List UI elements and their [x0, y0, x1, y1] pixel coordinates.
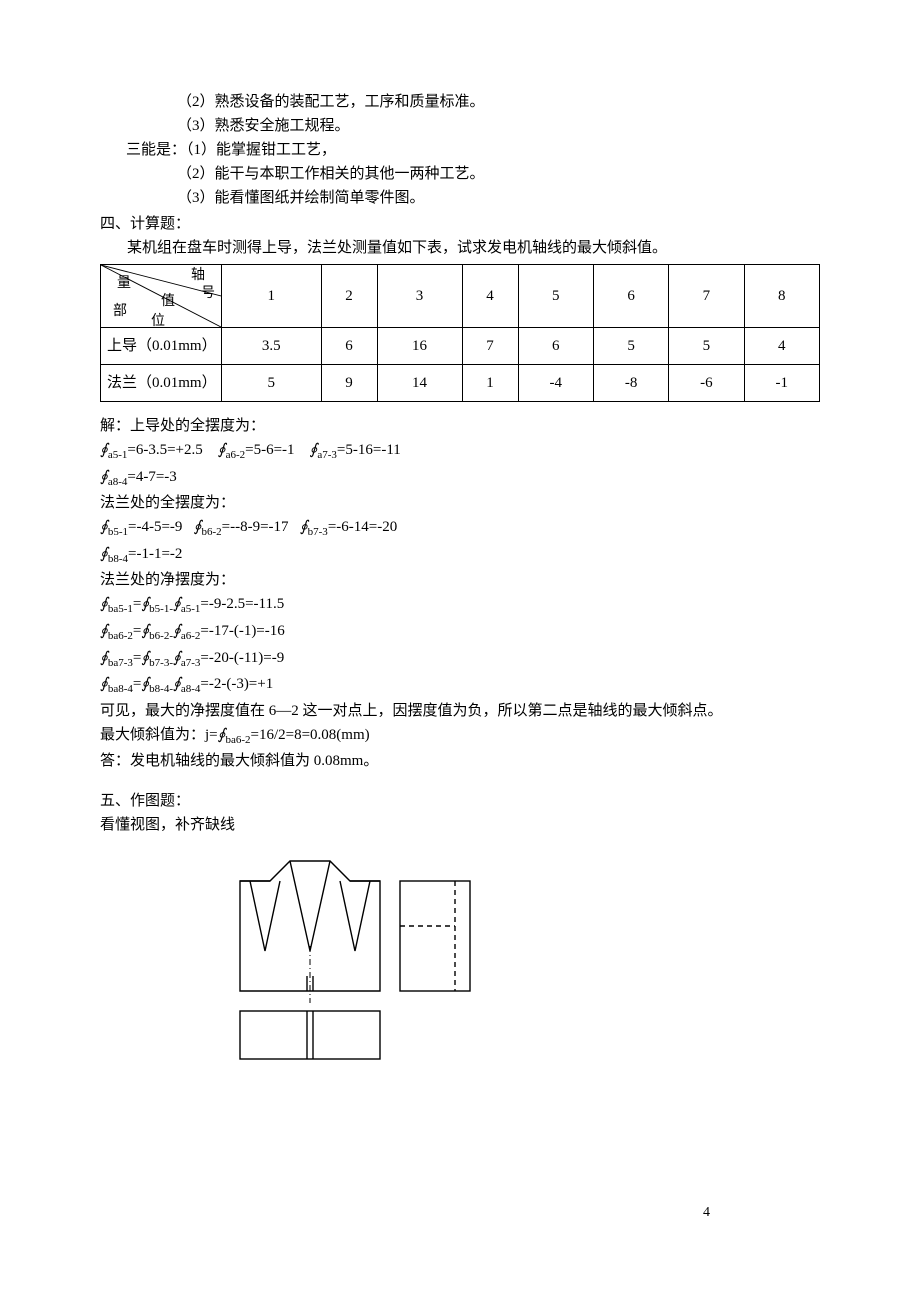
col-header: 1 [222, 265, 322, 328]
sol-line: 最大倾斜值为：j=∮ba6-2=16/2=8=0.08(mm) [100, 723, 820, 750]
sol-line: 法兰处的全摆度为： [100, 491, 820, 515]
row-label-upper-guide: 上导（0.01mm） [101, 328, 222, 365]
cell: 5 [669, 328, 744, 365]
top-view [240, 1011, 380, 1059]
cell: 9 [321, 365, 377, 402]
sol-line: ∮ba6-2=∮b6-2-∮a6-2=-17-(-1)=-16 [100, 619, 820, 646]
table-header-row: 轴 量 号 值 部 位 1 2 3 4 5 6 7 8 [101, 265, 820, 328]
sol-line: ∮b5-1=-4-5=-9 ∮b6-2=--8-9=-17 ∮b7-3=-6-1… [100, 515, 820, 542]
col-header: 7 [669, 265, 744, 328]
cell: 5 [593, 328, 668, 365]
diag-zhi-label: 值 [161, 293, 175, 309]
col-header: 3 [377, 265, 462, 328]
col-header: 2 [321, 265, 377, 328]
section-4-problem: 某机组在盘车时测得上导，法兰处测量值如下表，试求发电机轴线的最大倾斜值。 [100, 236, 820, 260]
page-number: 4 [703, 1202, 710, 1224]
cell: 4 [744, 328, 819, 365]
intro-line-san-neng: 三能是：（1）能掌握钳工工艺， [100, 138, 820, 162]
sol-line: ∮a8-4=4-7=-3 [100, 465, 820, 492]
sol-line: ∮ba5-1=∮b5-1-∮a5-1=-9-2.5=-11.5 [100, 592, 820, 619]
measurement-table: 轴 量 号 值 部 位 1 2 3 4 5 6 7 8 上导（0.01mm） 3… [100, 264, 820, 402]
intro-line-6: （3）能看懂图纸并绘制简单零件图。 [100, 186, 820, 210]
side-view [400, 881, 470, 991]
col-header: 4 [462, 265, 518, 328]
cell: -6 [669, 365, 744, 402]
cell: 14 [377, 365, 462, 402]
front-view [240, 861, 380, 991]
diag-axis-label: 轴 [191, 267, 205, 283]
col-header: 6 [593, 265, 668, 328]
diag-hao-label: 号 [201, 286, 215, 301]
table-row: 上导（0.01mm） 3.5 6 16 7 6 5 5 4 [101, 328, 820, 365]
sol-line: 答：发电机轴线的最大倾斜值为 0.08mm。 [100, 749, 820, 773]
engineering-views-figure [230, 851, 820, 1079]
sol-line: 可见，最大的净摆度值在 6—2 这一对点上，因摆度值为负，所以第二点是轴线的最大… [100, 699, 820, 723]
sol-line: 解：上导处的全摆度为： [100, 414, 820, 438]
diagonal-header-cell: 轴 量 号 值 部 位 [101, 265, 222, 328]
sol-line: 法兰处的净摆度为： [100, 568, 820, 592]
sol-line: ∮ba7-3=∮b7-3-∮a7-3=-20-(-11)=-9 [100, 646, 820, 673]
section-5-desc: 看懂视图，补齐缺线 [100, 813, 820, 837]
col-header: 5 [518, 265, 593, 328]
cell: 1 [462, 365, 518, 402]
cell: -1 [744, 365, 819, 402]
table-row: 法兰（0.01mm） 5 9 14 1 -4 -8 -6 -1 [101, 365, 820, 402]
cell: 5 [222, 365, 322, 402]
section-4-title: 四、计算题： [100, 212, 820, 236]
cell: -4 [518, 365, 593, 402]
diag-liang-label: 量 [117, 275, 131, 291]
intro-line-2: （2）熟悉设备的装配工艺，工序和质量标准。 [100, 90, 820, 114]
cell: -8 [593, 365, 668, 402]
intro-line-3: （3）熟悉安全施工规程。 [100, 114, 820, 138]
cell: 6 [518, 328, 593, 365]
sol-line: ∮ba8-4=∮b8-4-∮a8-4=-2-(-3)=+1 [100, 672, 820, 699]
diag-wei-label: 位 [151, 313, 165, 327]
sol-line: ∮a5-1=6-3.5=+2.5 ∮a6-2=5-6=-1 ∮a7-3=5-16… [100, 438, 820, 465]
solution-block: 解：上导处的全摆度为： ∮a5-1=6-3.5=+2.5 ∮a6-2=5-6=-… [100, 414, 820, 773]
intro-line-5: （2）能干与本职工作相关的其他一两种工艺。 [100, 162, 820, 186]
row-label-flange: 法兰（0.01mm） [101, 365, 222, 402]
sol-line: ∮b8-4=-1-1=-2 [100, 542, 820, 569]
section-5-title: 五、作图题： [100, 789, 820, 813]
cell: 6 [321, 328, 377, 365]
col-header: 8 [744, 265, 819, 328]
cell: 3.5 [222, 328, 322, 365]
cell: 16 [377, 328, 462, 365]
cell: 7 [462, 328, 518, 365]
diag-bu-label: 部 [113, 303, 127, 319]
